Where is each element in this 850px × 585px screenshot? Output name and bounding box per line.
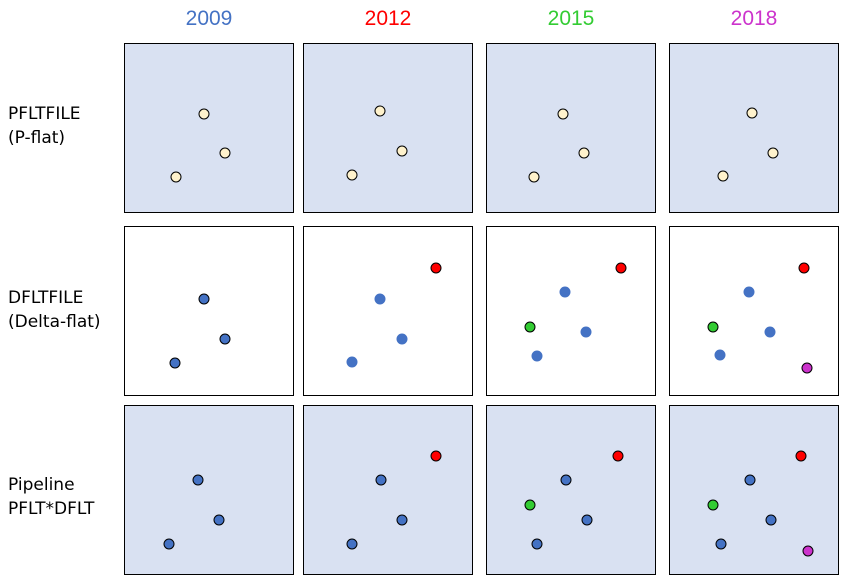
delta-dot-2009	[374, 293, 386, 305]
panel-dflat-2018	[669, 226, 839, 396]
row-label-pipeline: Pipeline PFLT*DFLT	[8, 473, 118, 521]
delta-dot-2009	[764, 326, 776, 338]
panel-dflat-2015	[486, 226, 656, 396]
pipeline-dot-2009	[581, 514, 593, 526]
panel-pipeline-2018	[669, 405, 839, 575]
pipeline-dot-2009	[192, 474, 204, 486]
column-header-2012: 2012	[364, 7, 412, 30]
pflat-dot	[767, 147, 779, 159]
pflat-dot	[578, 147, 590, 159]
delta-dot-2012	[430, 262, 442, 274]
row-label-dflat-name: DFLTFILE	[8, 288, 84, 308]
delta-dot-2015	[707, 321, 719, 333]
pipeline-dot-2009	[375, 474, 387, 486]
panel-dflat-2009	[124, 226, 294, 396]
pflat-dot	[396, 145, 408, 157]
row-label-pflat-name: PFLTFILE	[8, 104, 81, 124]
delta-dot-2009	[169, 357, 181, 369]
row-label-pipeline-desc: PFLT*DFLT	[8, 499, 95, 519]
pipeline-dot-2009	[560, 474, 572, 486]
row-label-pflat-desc: (P-flat)	[8, 128, 66, 148]
pipeline-dot-2009	[531, 538, 543, 550]
delta-dot-2009	[531, 350, 543, 362]
pflat-dot	[374, 105, 386, 117]
pflat-dot	[717, 170, 729, 182]
delta-dot-2009	[346, 356, 358, 368]
panel-pflat-2018	[669, 43, 839, 213]
delta-dot-2012	[615, 262, 627, 274]
row-label-pipeline-name: Pipeline	[8, 475, 75, 495]
pipeline-dot-2009	[346, 538, 358, 550]
panel-pipeline-2009	[124, 405, 294, 575]
pipeline-dot-2012	[795, 450, 807, 462]
column-header-2015: 2015	[547, 7, 595, 30]
panel-pipeline-2015	[486, 405, 656, 575]
delta-dot-2009	[198, 293, 210, 305]
pflat-dot	[219, 147, 231, 159]
pflat-dot	[346, 169, 358, 181]
panel-pflat-2009	[124, 43, 294, 213]
pipeline-dot-2009	[765, 514, 777, 526]
delta-dot-2009	[714, 349, 726, 361]
delta-dot-2009	[559, 286, 571, 298]
panel-dflat-2012	[303, 226, 473, 396]
row-label-pflat: PFLTFILE (P-flat)	[8, 102, 118, 150]
delta-dot-2009	[580, 326, 592, 338]
row-label-dflat: DFLTFILE (Delta-flat)	[8, 286, 118, 334]
pipeline-dot-2012	[430, 450, 442, 462]
pflat-dot	[170, 171, 182, 183]
panel-pflat-2012	[303, 43, 473, 213]
delta-dot-2009	[396, 333, 408, 345]
delta-dot-2009	[743, 286, 755, 298]
pipeline-dot-2009	[163, 538, 175, 550]
pipeline-dot-2009	[213, 514, 225, 526]
column-header-2009: 2009	[185, 7, 233, 30]
panel-pflat-2015	[486, 43, 656, 213]
pipeline-dot-2015	[707, 499, 719, 511]
column-header-2018: 2018	[730, 7, 778, 30]
pipeline-dot-2009	[715, 538, 727, 550]
pflat-dot	[557, 108, 569, 120]
delta-dot-2012	[798, 262, 810, 274]
delta-dot-2018	[801, 362, 813, 374]
pflat-dot	[746, 107, 758, 119]
pipeline-dot-2015	[524, 499, 536, 511]
pipeline-dot-2009	[744, 474, 756, 486]
panel-pipeline-2012	[303, 405, 473, 575]
delta-dot-2015	[524, 321, 536, 333]
pflat-dot	[198, 108, 210, 120]
delta-dot-2009	[219, 333, 231, 345]
pipeline-dot-2018	[802, 545, 814, 557]
pflat-dot	[528, 171, 540, 183]
pipeline-dot-2012	[612, 450, 624, 462]
row-label-dflat-desc: (Delta-flat)	[8, 312, 101, 332]
pipeline-dot-2009	[396, 514, 408, 526]
